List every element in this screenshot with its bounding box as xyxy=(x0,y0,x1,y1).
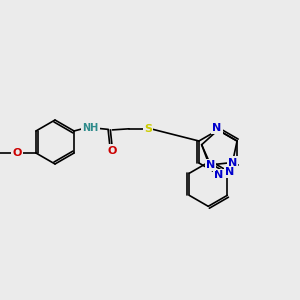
Text: S: S xyxy=(144,124,152,134)
Text: N: N xyxy=(214,170,224,180)
Text: N: N xyxy=(225,167,234,177)
Text: N: N xyxy=(228,158,237,167)
Text: O: O xyxy=(108,146,117,156)
Text: NH: NH xyxy=(82,123,99,133)
Text: N: N xyxy=(212,123,222,133)
Text: N: N xyxy=(206,160,215,170)
Text: O: O xyxy=(13,148,22,158)
